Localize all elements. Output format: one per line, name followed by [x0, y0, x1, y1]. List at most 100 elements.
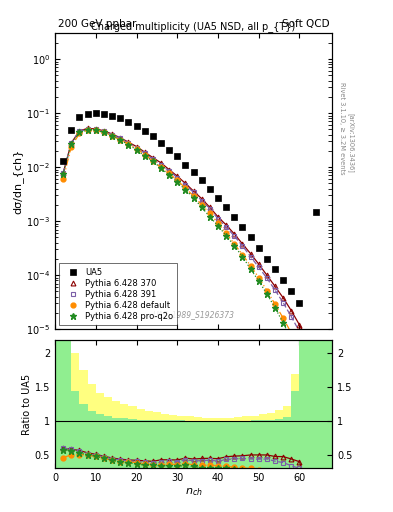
Pythia 6.428 370	[232, 231, 237, 237]
Pythia 6.428 pro-q2o	[191, 195, 196, 201]
Pythia 6.428 370	[191, 188, 196, 194]
UA5	[175, 153, 180, 159]
Pythia 6.428 pro-q2o	[101, 129, 106, 135]
Pythia 6.428 391	[289, 314, 294, 320]
Line: Pythia 6.428 default: Pythia 6.428 default	[61, 127, 318, 394]
Pythia 6.428 370	[118, 135, 123, 141]
Pythia 6.428 pro-q2o	[77, 129, 82, 135]
Pythia 6.428 391	[110, 132, 114, 138]
Pythia 6.428 default	[134, 145, 139, 152]
Pythia 6.428 391	[314, 364, 318, 370]
UA5	[183, 162, 188, 168]
UA5	[191, 168, 196, 175]
Pythia 6.428 default	[77, 131, 82, 137]
UA5	[281, 278, 286, 284]
Pythia 6.428 pro-q2o	[289, 336, 294, 343]
Pythia 6.428 370	[61, 170, 66, 176]
Pythia 6.428 391	[126, 140, 131, 146]
UA5	[264, 256, 269, 262]
UA5	[77, 114, 82, 120]
Pythia 6.428 pro-q2o	[118, 137, 123, 143]
Pythia 6.428 pro-q2o	[85, 127, 90, 133]
UA5	[151, 133, 155, 139]
UA5	[256, 245, 261, 251]
Pythia 6.428 370	[110, 131, 114, 137]
Pythia 6.428 370	[264, 272, 269, 278]
Pythia 6.428 pro-q2o	[94, 127, 98, 134]
UA5	[273, 266, 277, 272]
UA5	[248, 234, 253, 241]
Pythia 6.428 391	[101, 128, 106, 134]
Pythia 6.428 pro-q2o	[142, 153, 147, 159]
Pythia 6.428 default	[240, 251, 245, 258]
Pythia 6.428 370	[256, 261, 261, 267]
Pythia 6.428 370	[101, 127, 106, 134]
Pythia 6.428 391	[85, 126, 90, 132]
Pythia 6.428 391	[159, 162, 163, 168]
Pythia 6.428 370	[216, 214, 220, 220]
Pythia 6.428 pro-q2o	[264, 291, 269, 297]
Pythia 6.428 default	[151, 158, 155, 164]
Pythia 6.428 pro-q2o	[175, 179, 180, 185]
Pythia 6.428 391	[273, 287, 277, 293]
Text: Soft QCD: Soft QCD	[282, 19, 329, 29]
Pythia 6.428 default	[110, 133, 114, 139]
UA5	[61, 158, 66, 164]
Pythia 6.428 pro-q2o	[208, 214, 212, 220]
Pythia 6.428 default	[232, 241, 237, 247]
Pythia 6.428 370	[134, 143, 139, 150]
Text: Rivet 3.1.10, ≥ 3.2M events: Rivet 3.1.10, ≥ 3.2M events	[339, 82, 345, 174]
UA5	[199, 177, 204, 183]
Pythia 6.428 370	[94, 126, 98, 132]
Pythia 6.428 370	[314, 353, 318, 359]
Pythia 6.428 pro-q2o	[159, 165, 163, 172]
Text: [arXiv:1306.3436]: [arXiv:1306.3436]	[348, 114, 354, 173]
Pythia 6.428 pro-q2o	[199, 204, 204, 210]
Text: UA5_1989_S1926373: UA5_1989_S1926373	[152, 310, 235, 319]
Pythia 6.428 pro-q2o	[151, 158, 155, 164]
UA5	[110, 113, 114, 119]
Pythia 6.428 pro-q2o	[216, 223, 220, 229]
Pythia 6.428 pro-q2o	[240, 253, 245, 260]
Pythia 6.428 pro-q2o	[134, 146, 139, 153]
UA5	[126, 119, 131, 125]
Pythia 6.428 391	[224, 224, 228, 230]
Pythia 6.428 default	[118, 137, 123, 143]
Pythia 6.428 391	[69, 140, 73, 146]
UA5	[94, 110, 98, 116]
Pythia 6.428 default	[305, 367, 310, 373]
Pythia 6.428 default	[94, 127, 98, 134]
Pythia 6.428 pro-q2o	[248, 266, 253, 272]
Line: Pythia 6.428 370: Pythia 6.428 370	[61, 126, 318, 358]
Pythia 6.428 370	[248, 250, 253, 257]
Pythia 6.428 pro-q2o	[224, 232, 228, 239]
Pythia 6.428 default	[273, 301, 277, 307]
Pythia 6.428 391	[183, 182, 188, 188]
Pythia 6.428 370	[183, 180, 188, 186]
Pythia 6.428 391	[151, 156, 155, 162]
UA5	[208, 185, 212, 191]
Pythia 6.428 391	[199, 198, 204, 204]
Pythia 6.428 default	[208, 210, 212, 217]
Y-axis label: Ratio to UA5: Ratio to UA5	[22, 374, 32, 435]
Pythia 6.428 391	[77, 128, 82, 134]
Pythia 6.428 391	[232, 233, 237, 239]
Pythia 6.428 pro-q2o	[183, 187, 188, 193]
Pythia 6.428 391	[240, 243, 245, 249]
Pythia 6.428 370	[208, 204, 212, 210]
UA5	[142, 128, 147, 134]
Pythia 6.428 default	[289, 330, 294, 336]
Pythia 6.428 370	[273, 283, 277, 289]
Pythia 6.428 default	[216, 220, 220, 226]
Pythia 6.428 pro-q2o	[110, 133, 114, 139]
UA5	[240, 224, 245, 230]
Pythia 6.428 default	[69, 143, 73, 150]
UA5	[85, 111, 90, 117]
Pythia 6.428 391	[297, 329, 302, 335]
Pythia 6.428 default	[248, 263, 253, 269]
Pythia 6.428 370	[167, 166, 171, 173]
Line: Pythia 6.428 391: Pythia 6.428 391	[61, 126, 318, 369]
Pythia 6.428 391	[118, 135, 123, 141]
UA5	[69, 127, 73, 134]
Title: Charged multiplicity (UA5 NSD, all p_{T}): Charged multiplicity (UA5 NSD, all p_{T}…	[92, 21, 296, 32]
